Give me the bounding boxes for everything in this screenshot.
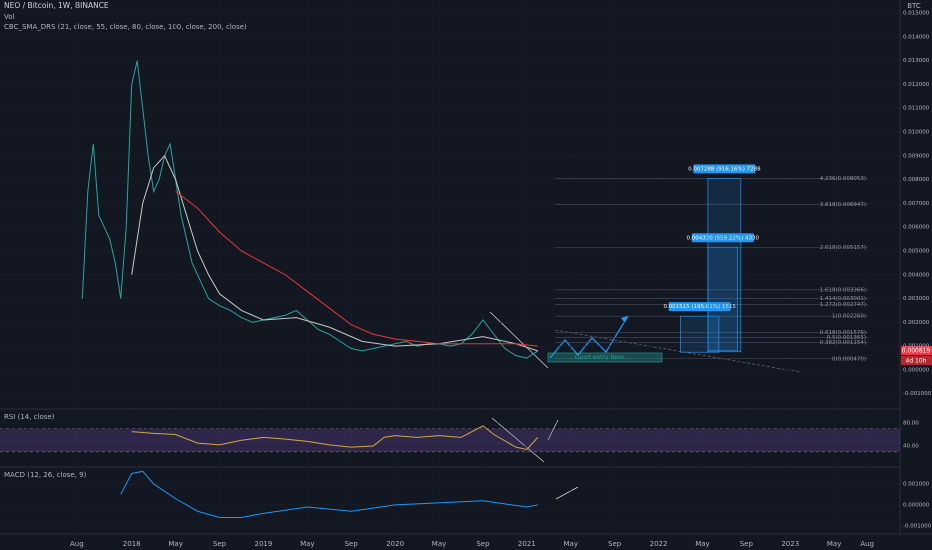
- y-tick-label: 0.006000: [903, 225, 930, 231]
- fib-label: 0.618(0.001576): [820, 330, 866, 336]
- indicator-label: CBC_SMA_DRS (21, close, 55, close, 80, c…: [4, 23, 247, 31]
- annotation-box: [547, 352, 663, 363]
- series-line: [131, 425, 539, 451]
- x-tick-label: 2021: [518, 540, 536, 548]
- arrow-head: [621, 316, 628, 323]
- y-tick-label: 0.001000: [903, 481, 930, 487]
- target-label-box: [691, 233, 754, 243]
- fib-label: 4.236(0.008053): [820, 176, 866, 182]
- countdown: 4d 10h: [906, 358, 927, 365]
- fib-label: 1.414(0.003001): [820, 296, 866, 302]
- x-tick-label: 2018: [123, 540, 141, 548]
- series-line: [120, 470, 538, 519]
- y-tick-label: 0.003000: [903, 296, 930, 302]
- target-label: 0.001515 (195.61%) 1515: [663, 304, 736, 310]
- y-tick-label: 0.004000: [903, 272, 930, 278]
- y-tick-label: 0.005000: [903, 248, 930, 254]
- symbol: NEO / Bitcoin, 1W, BINANCE: [4, 1, 109, 10]
- y-tick-label: 0.008000: [903, 177, 930, 183]
- annotation: Good entry here.: [575, 354, 626, 361]
- x-tick-label: May: [563, 540, 577, 548]
- y-tick-label: 0.002000: [903, 320, 930, 326]
- y-tick-label: 0.013000: [903, 58, 930, 64]
- currency: BTC: [907, 2, 921, 10]
- y-tick-label: 0.012000: [903, 82, 930, 88]
- fib-label: 3.618(0.006947): [820, 202, 866, 208]
- x-tick-label: Sep: [740, 540, 754, 548]
- y-tick-label: 0.015000: [903, 11, 930, 17]
- target-label-box: [693, 164, 756, 174]
- arrow: [547, 419, 559, 441]
- y-tick-label: 0.007000: [903, 201, 930, 207]
- x-tick-label: May: [695, 540, 709, 548]
- x-tick-label: Aug: [70, 540, 84, 548]
- y-tick-label: 0.011000: [903, 106, 930, 112]
- y-tick-label: 0.014000: [903, 34, 930, 40]
- fib-label: 2.618(0.005157): [820, 245, 866, 251]
- y-tick-label: -0.001000: [903, 391, 932, 397]
- x-tick-label: 2020: [386, 540, 404, 548]
- x-tick-label: 2019: [255, 540, 273, 548]
- fib-label: 1.618(0.003366): [820, 287, 866, 293]
- y-tick-label: 80.00: [903, 421, 919, 427]
- y-tick-label: 0.001000: [903, 344, 930, 350]
- x-tick-label: Sep: [608, 540, 622, 548]
- x-tick-label: Sep: [345, 540, 359, 548]
- x-tick-label: 2023: [781, 540, 799, 548]
- countdown-box: [901, 356, 932, 365]
- fib-label: 0.382(0.001154): [820, 340, 866, 346]
- target-box: [680, 315, 720, 353]
- fib-label: 0(0.000470): [832, 356, 866, 362]
- volume-label: Vol: [4, 13, 15, 21]
- arrow: [555, 486, 579, 500]
- fib-label: 0.5(0.001365): [827, 335, 866, 341]
- x-tick-label: May: [827, 540, 841, 548]
- x-tick-label: May: [168, 540, 182, 548]
- x-tick-label: May: [432, 540, 446, 548]
- target-box: [707, 178, 742, 353]
- trendline: [554, 329, 801, 373]
- pane-title: RSI (14, close): [4, 413, 55, 421]
- last-price-box: [901, 346, 932, 355]
- trendline: [491, 417, 545, 463]
- y-tick-label: 0.009000: [903, 153, 930, 159]
- target-label-box: [668, 302, 731, 312]
- x-tick-label: May: [300, 540, 314, 548]
- x-tick-label: Sep: [476, 540, 490, 548]
- trendline: [489, 311, 549, 369]
- y-tick-label: 0.000000: [903, 502, 930, 508]
- target-box: [707, 246, 738, 351]
- y-tick-label: 0.010000: [903, 130, 930, 136]
- series-line: [175, 191, 538, 347]
- y-tick-label: 40.00: [903, 444, 919, 450]
- x-tick-label: 2022: [650, 540, 668, 548]
- pane-title: MACD (12, 26, close, 9): [4, 471, 87, 479]
- x-tick-label: Aug: [860, 540, 874, 548]
- fib-label: 1(0.002260): [832, 314, 866, 320]
- y-tick-label: 0.000000: [903, 367, 930, 373]
- target-label: 0.004330 (559.22%) 4330: [686, 235, 759, 241]
- y-tick-label: -0.001000: [903, 523, 932, 529]
- fib-label: 1.272(0.002747): [820, 302, 866, 308]
- last-price: 0.000819: [902, 348, 931, 355]
- x-tick-label: Sep: [213, 540, 227, 548]
- target-label: 0.007288 (916.16%) 7288: [688, 166, 761, 172]
